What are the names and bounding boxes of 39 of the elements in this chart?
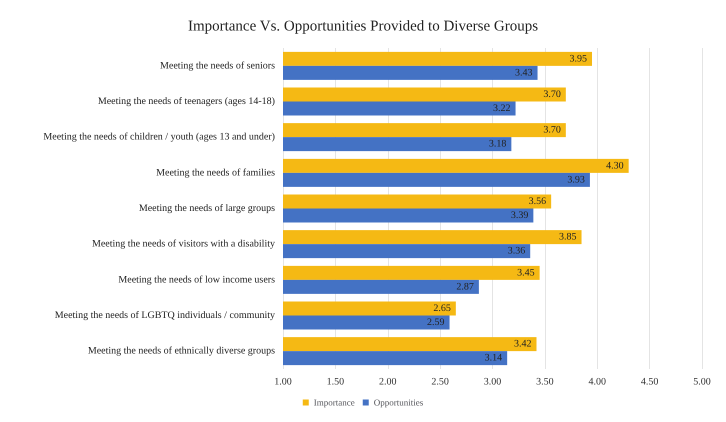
- y-tick-label: Meeting the needs of seniors: [160, 60, 276, 72]
- data-label: 3.93: [567, 174, 585, 186]
- y-tick-label: Meeting the needs of children / youth (ages 13 and under): [43, 132, 275, 143]
- x-tick-label: 3.50: [536, 376, 554, 388]
- data-label: 3.42: [514, 338, 532, 350]
- data-label: 3.43: [515, 67, 533, 78]
- x-tick-label: 5.00: [693, 376, 711, 388]
- data-label: 3.70: [543, 124, 561, 136]
- data-label: 2.59: [427, 317, 445, 328]
- y-tick-label: Meeting the needs of low income users: [118, 274, 276, 286]
- data-label: 3.85: [559, 232, 577, 243]
- data-label: 3.56: [528, 196, 546, 207]
- data-label: 3.45: [517, 267, 535, 278]
- x-tick-label: 1.50: [326, 376, 344, 388]
- data-label: 3.95: [570, 53, 588, 64]
- data-label: 3.36: [508, 246, 526, 257]
- legend-label: Importance: [314, 398, 355, 408]
- y-tick-label: Meeting the needs of families: [156, 167, 276, 178]
- x-tick-label: 1.00: [274, 376, 292, 388]
- y-tick-label: Meeting the needs of visitors with a disability: [92, 238, 275, 250]
- y-tick-label: Meeting the needs of large groups: [138, 203, 276, 214]
- x-tick-label: 4.50: [640, 376, 658, 388]
- data-label: 3.18: [488, 138, 506, 150]
- data-label: 3.39: [510, 210, 528, 221]
- data-label: 3.14: [484, 352, 502, 364]
- x-tick-label: 4.00: [588, 376, 606, 388]
- x-tick-label: 2.50: [431, 376, 449, 388]
- data-label: 4.30: [606, 160, 624, 172]
- y-tick-label: Meeting the needs of teenagers (ages 14-18): [98, 96, 275, 107]
- y-tick-label: Meeting the needs of LGBTQ individuals / community: [54, 310, 275, 321]
- legend-label: Opportunities: [374, 398, 424, 408]
- data-label: 2.65: [433, 303, 451, 314]
- y-tick-label: Meeting the needs of ethnically diverse groups: [88, 346, 276, 357]
- chart-title: Importance Vs. Opportunities Provided to Diverse Groups: [188, 18, 538, 34]
- data-label: 2.87: [456, 281, 474, 292]
- x-tick-label: 3.00: [484, 376, 502, 388]
- data-label: 3.22: [493, 103, 511, 114]
- data-label: 3.70: [543, 89, 561, 100]
- x-tick-label: 2.00: [379, 376, 396, 388]
